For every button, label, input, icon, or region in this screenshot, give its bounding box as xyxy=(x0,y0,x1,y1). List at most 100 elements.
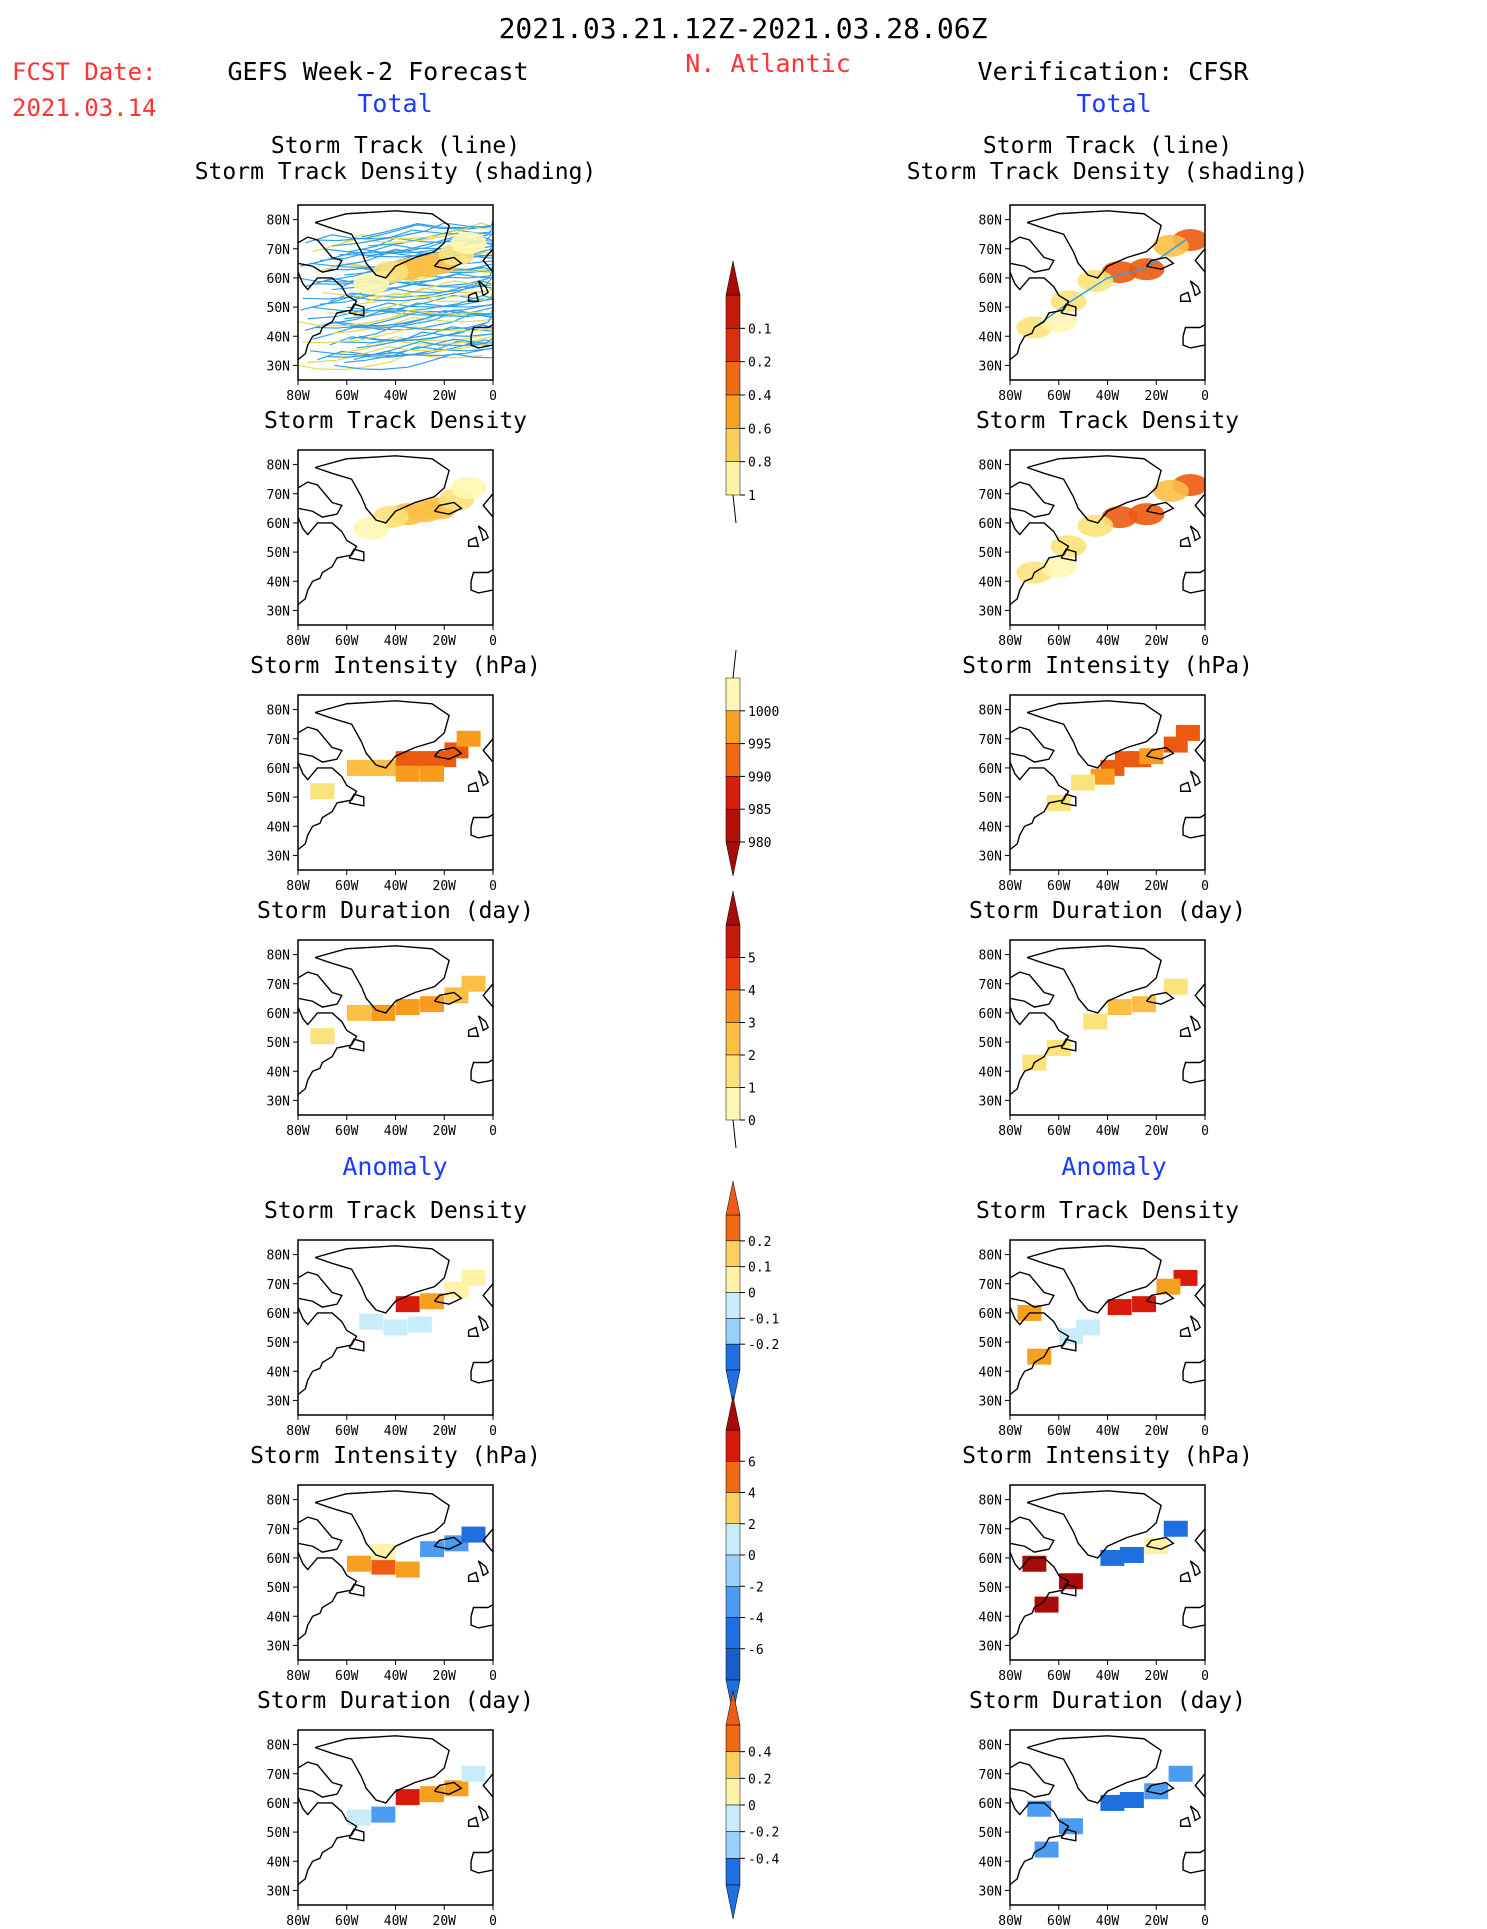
panel-subtitle: Storm Track Density (shading) xyxy=(195,159,597,185)
x-tick-label: 0 xyxy=(1201,389,1209,404)
y-tick-label: 40N xyxy=(979,1365,1002,1380)
grid-cell xyxy=(395,765,420,782)
coastline xyxy=(1145,1781,1175,1795)
y-tick-label: 30N xyxy=(979,1394,1002,1409)
colorbar-tick-label: 4 xyxy=(748,1487,756,1502)
coastline xyxy=(1060,1338,1077,1352)
x-tick-label: 60W xyxy=(1047,879,1071,894)
colorbar-tick-label: 6 xyxy=(748,1455,756,1470)
y-tick-label: 70N xyxy=(979,1768,1002,1783)
coastline xyxy=(1189,525,1202,542)
coastline xyxy=(298,1306,358,1396)
coastline xyxy=(1026,1490,1162,1559)
grid-cell xyxy=(346,1555,371,1572)
grid-cell xyxy=(395,1561,420,1578)
y-tick-label: 30N xyxy=(979,1639,1002,1654)
map-panel: Storm Intensity (hPa) 80W 60W 40W 20W 0 80N 70N… xyxy=(250,653,541,894)
coastline xyxy=(433,1291,463,1305)
coastline xyxy=(1179,781,1192,792)
right-model-title: Verification: CFSR xyxy=(978,57,1250,86)
map-field xyxy=(1010,1245,1205,1396)
grid-cell xyxy=(1071,774,1096,791)
coastline xyxy=(314,210,450,279)
coastline xyxy=(1145,256,1175,270)
colorbar-tick-label: 0.6 xyxy=(748,422,771,437)
panel-title: Storm Track Density xyxy=(264,1198,527,1224)
x-tick-label: 20W xyxy=(433,1424,457,1439)
colorbar-bin xyxy=(725,1554,741,1587)
y-tick-label: 70N xyxy=(979,733,1002,748)
grid-cell xyxy=(1090,768,1115,785)
y-tick-label: 30N xyxy=(267,1884,290,1899)
storm-track-line xyxy=(358,323,493,341)
colorbar-arrow-top xyxy=(725,1180,741,1216)
panel-title: Storm Intensity (hPa) xyxy=(962,1443,1253,1469)
anomaly-label-right: Anomaly xyxy=(1061,1152,1166,1181)
x-tick-label: 0 xyxy=(489,879,497,894)
panel-title: Storm Track Density xyxy=(976,1198,1239,1224)
x-tick-label: 0 xyxy=(1201,1669,1209,1684)
coastline xyxy=(433,1781,463,1795)
coastline xyxy=(1194,1528,1205,1553)
y-tick-label: 70N xyxy=(267,1768,290,1783)
grid-cell xyxy=(1083,1013,1108,1030)
colorbar-tick-label: 985 xyxy=(748,803,771,818)
coastline xyxy=(298,481,343,518)
colorbar-tick-label: 0.2 xyxy=(748,1235,771,1250)
coastline xyxy=(433,501,463,515)
colorbar-bin xyxy=(725,394,741,429)
grid-cell xyxy=(1100,1549,1125,1566)
coastline xyxy=(298,761,358,851)
y-tick-label: 50N xyxy=(979,546,1002,561)
coastline xyxy=(1194,738,1205,763)
colorbar-tick-label: 0.1 xyxy=(748,1261,771,1276)
y-tick-label: 70N xyxy=(267,733,290,748)
y-tick-label: 50N xyxy=(979,1826,1002,1841)
coastline xyxy=(1179,1816,1192,1827)
coastline xyxy=(1182,1603,1205,1629)
y-tick-label: 80N xyxy=(267,459,290,474)
coastline xyxy=(1194,248,1205,273)
storm-track-line xyxy=(366,325,493,346)
coastline xyxy=(482,1283,493,1308)
x-tick-label: 0 xyxy=(1201,1424,1209,1439)
panel-title: Storm Intensity (hPa) xyxy=(250,1443,541,1469)
coastline xyxy=(1179,1326,1192,1337)
x-tick-label: 0 xyxy=(489,389,497,404)
coastline xyxy=(1060,793,1077,807)
coastline xyxy=(314,1245,450,1314)
y-tick-label: 80N xyxy=(979,704,1002,719)
colorbar-tick-label: -2 xyxy=(748,1580,764,1595)
storm-track-line xyxy=(329,280,493,302)
panel-title: Storm Track Density xyxy=(976,408,1239,434)
y-tick-label: 60N xyxy=(979,762,1002,777)
map-frame xyxy=(1009,939,1206,1116)
coastline xyxy=(482,1773,493,1798)
coastline xyxy=(1145,746,1175,760)
coastline xyxy=(1182,1848,1205,1874)
coastline xyxy=(1060,303,1077,317)
coastline xyxy=(1010,761,1070,851)
y-tick-label: 50N xyxy=(979,301,1002,316)
storm-track-line xyxy=(332,305,493,334)
density-cell xyxy=(1128,503,1165,526)
y-tick-label: 60N xyxy=(267,1552,290,1567)
coastline xyxy=(1010,1006,1070,1096)
density-cell xyxy=(1077,514,1114,537)
grid-cell xyxy=(420,1541,445,1558)
y-tick-label: 50N xyxy=(267,1826,290,1841)
grid-cell xyxy=(1163,1520,1188,1537)
x-tick-label: 40W xyxy=(384,634,408,649)
coastline xyxy=(477,1015,490,1032)
y-tick-label: 50N xyxy=(979,1581,1002,1596)
coastline xyxy=(348,1038,365,1052)
storm-track-line xyxy=(349,312,493,340)
panel-title: Storm Track (line) xyxy=(983,133,1232,159)
y-tick-label: 60N xyxy=(979,517,1002,532)
colorbar-tick-label: 0 xyxy=(748,1799,756,1814)
coastline xyxy=(482,983,493,1008)
storm-track-line xyxy=(310,338,493,356)
grid-cell xyxy=(1027,1348,1052,1365)
x-tick-label: 40W xyxy=(1096,1914,1120,1925)
